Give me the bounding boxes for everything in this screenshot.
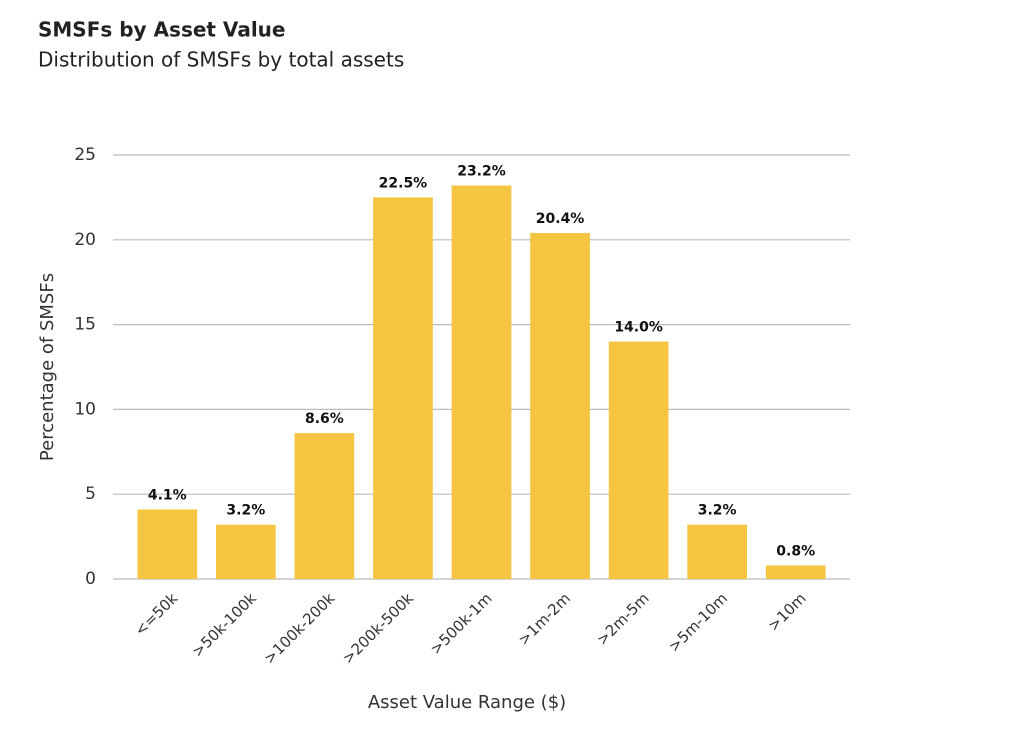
value-label: 14.0% — [614, 320, 663, 336]
bar — [608, 341, 669, 579]
x-tick-label: >50k-100k — [188, 589, 260, 661]
bar — [373, 197, 433, 579]
y-tick-label: 0 — [85, 569, 96, 589]
y-tick-label: 25 — [74, 145, 96, 165]
value-label: 3.2% — [226, 503, 265, 519]
y-tick-label: 10 — [74, 399, 96, 419]
bar — [530, 233, 590, 580]
x-tick-label: >1m-2m — [514, 589, 574, 649]
x-tick-label: >10m — [764, 589, 809, 634]
chart-subtitle: Distribution of SMSFs by total assets — [38, 48, 404, 72]
value-label: 22.5% — [379, 175, 428, 191]
value-label: 3.2% — [698, 503, 737, 519]
value-label: 23.2% — [457, 164, 506, 180]
value-label: 20.4% — [536, 211, 585, 227]
value-label: 4.1% — [148, 487, 187, 503]
bar — [294, 433, 355, 579]
bar — [687, 524, 748, 579]
y-tick-label: 15 — [74, 315, 96, 335]
bar — [451, 185, 512, 579]
x-tick-label: >200k-500k — [339, 589, 417, 667]
x-tick-label: >500k-1m — [427, 589, 496, 658]
value-label: 0.8% — [776, 543, 815, 559]
x-axis-title: Asset Value Range ($) — [368, 692, 566, 713]
chart-title: SMSFs by Asset Value — [38, 18, 285, 42]
bar — [215, 524, 276, 579]
x-tick-label: <=50k — [131, 589, 181, 639]
x-tick-label: >5m-10m — [665, 589, 731, 655]
value-label: 8.6% — [305, 411, 344, 427]
y-tick-label: 5 — [85, 484, 96, 504]
y-axis-title: Percentage of SMSFs — [37, 273, 58, 461]
x-tick-label: >100k-200k — [260, 589, 338, 667]
bar — [765, 565, 826, 579]
y-tick-label: 20 — [74, 230, 96, 250]
x-tick-label: >2m-5m — [593, 589, 653, 649]
bar — [137, 509, 198, 579]
